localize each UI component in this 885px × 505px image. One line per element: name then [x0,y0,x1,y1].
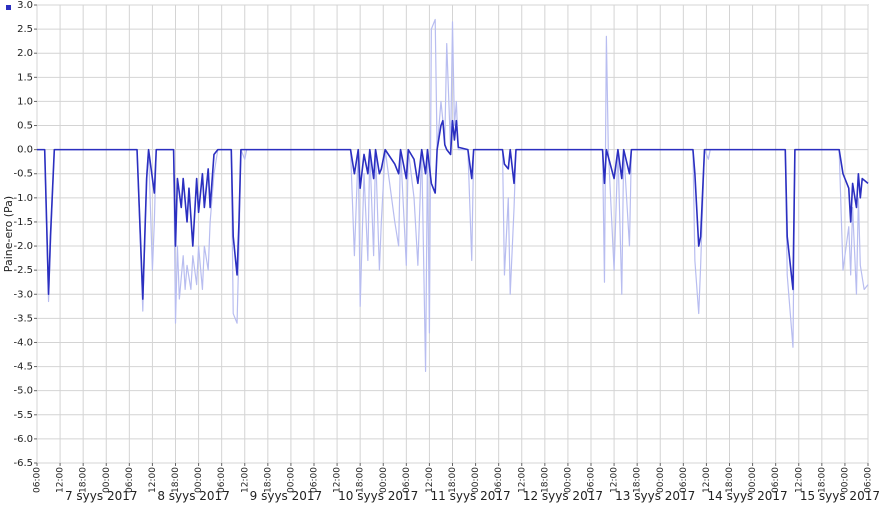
day-label: 15 syys 2017 [800,489,880,503]
x-tick-label: 12:00 [56,467,66,493]
x-tick-label: 00:00 [102,467,112,493]
x-tick-label: 00:00 [194,467,204,493]
x-tick-label: 12:00 [333,467,343,493]
x-tick-label: 06:00 [217,467,227,493]
x-tick-label: 18:00 [817,467,827,493]
day-label: 8 syys 2017 [157,489,230,503]
x-tick-label: 06:00 [494,467,504,493]
x-tick-label: 06:00 [771,467,781,493]
series-line [37,119,869,300]
x-tick-label: 12:00 [240,467,250,493]
x-tick-label: 00:00 [748,467,758,493]
x-tick-label: 00:00 [563,467,573,493]
x-tick-label: 12:00 [610,467,620,493]
x-tick-label: 18:00 [171,467,181,493]
x-tick-label: 00:00 [471,467,481,493]
y-tick-label: -5.5 [13,410,33,421]
x-tick-label: 00:00 [379,467,389,493]
y-tick-label: 1.0 [17,96,33,107]
x-tick-label: 06:00 [587,467,597,493]
x-tick-label: 18:00 [633,467,643,493]
x-tick-label: 00:00 [286,467,296,493]
x-tick-label: 18:00 [263,467,273,493]
x-tick-label: 18:00 [356,467,366,493]
y-tick-label: -3.5 [13,313,33,324]
x-tick-label: 06:00 [125,467,135,493]
day-label: 13 syys 2017 [615,489,695,503]
series-line [37,18,869,372]
legend-swatch [6,5,11,10]
x-tick-label: 06:00 [33,467,43,493]
day-label: 10 syys 2017 [338,489,418,503]
x-tick-label: 06:00 [864,467,874,493]
y-axis-label: Paine-ero (Pa) [2,196,15,272]
x-tick-label: 18:00 [540,467,550,493]
day-label: 11 syys 2017 [431,489,511,503]
y-tick-label: -5.0 [13,386,33,397]
x-tick-label: 12:00 [425,467,435,493]
x-tick-label: 06:00 [310,467,320,493]
x-tick-label: 18:00 [448,467,458,493]
y-tick-label: -6.5 [13,458,33,469]
y-tick-label: -1.5 [13,217,33,228]
x-tick-label: 00:00 [656,467,666,493]
y-tick-label: -2.5 [13,265,33,276]
x-tick-label: 12:00 [702,467,712,493]
series [37,18,869,372]
day-label: 9 syys 2017 [250,489,323,503]
day-label: 7 syys 2017 [65,489,138,503]
day-label: 14 syys 2017 [708,489,788,503]
day-label: 12 syys 2017 [523,489,603,503]
y-tick-label: 2.5 [17,24,33,35]
y-tick-label: 1.5 [17,72,33,83]
x-tick-label: 06:00 [679,467,689,493]
x-tick-label: 06:00 [402,467,412,493]
y-tick-label: 2.0 [17,48,33,59]
x-tick-label: 12:00 [517,467,527,493]
x-tick-label: 18:00 [79,467,89,493]
axis-labels: 3.0 2.5 2.0 1.5 1.0 0.5 0.0 -0.5 -1.0 -1.5 -2.0 -2.… [13,0,880,503]
x-tick-label: 18:00 [725,467,735,493]
x-tick-label: 12:00 [148,467,158,493]
y-tick-label: 3.0 [17,0,33,11]
y-tick-label: -3.0 [13,289,33,300]
y-tick-label: 0.0 [17,145,33,156]
y-tick-label: 0.5 [17,121,33,132]
y-tick-label: -2.0 [13,241,33,252]
y-tick-label: -4.0 [13,337,33,348]
y-tick-label: -0.5 [13,169,33,180]
x-tick-label: 12:00 [794,467,804,493]
x-tick-label: 00:00 [840,467,850,493]
y-tick-label: -1.0 [13,193,33,204]
y-tick-label: -6.0 [13,434,33,445]
y-tick-label: -4.5 [13,362,33,373]
